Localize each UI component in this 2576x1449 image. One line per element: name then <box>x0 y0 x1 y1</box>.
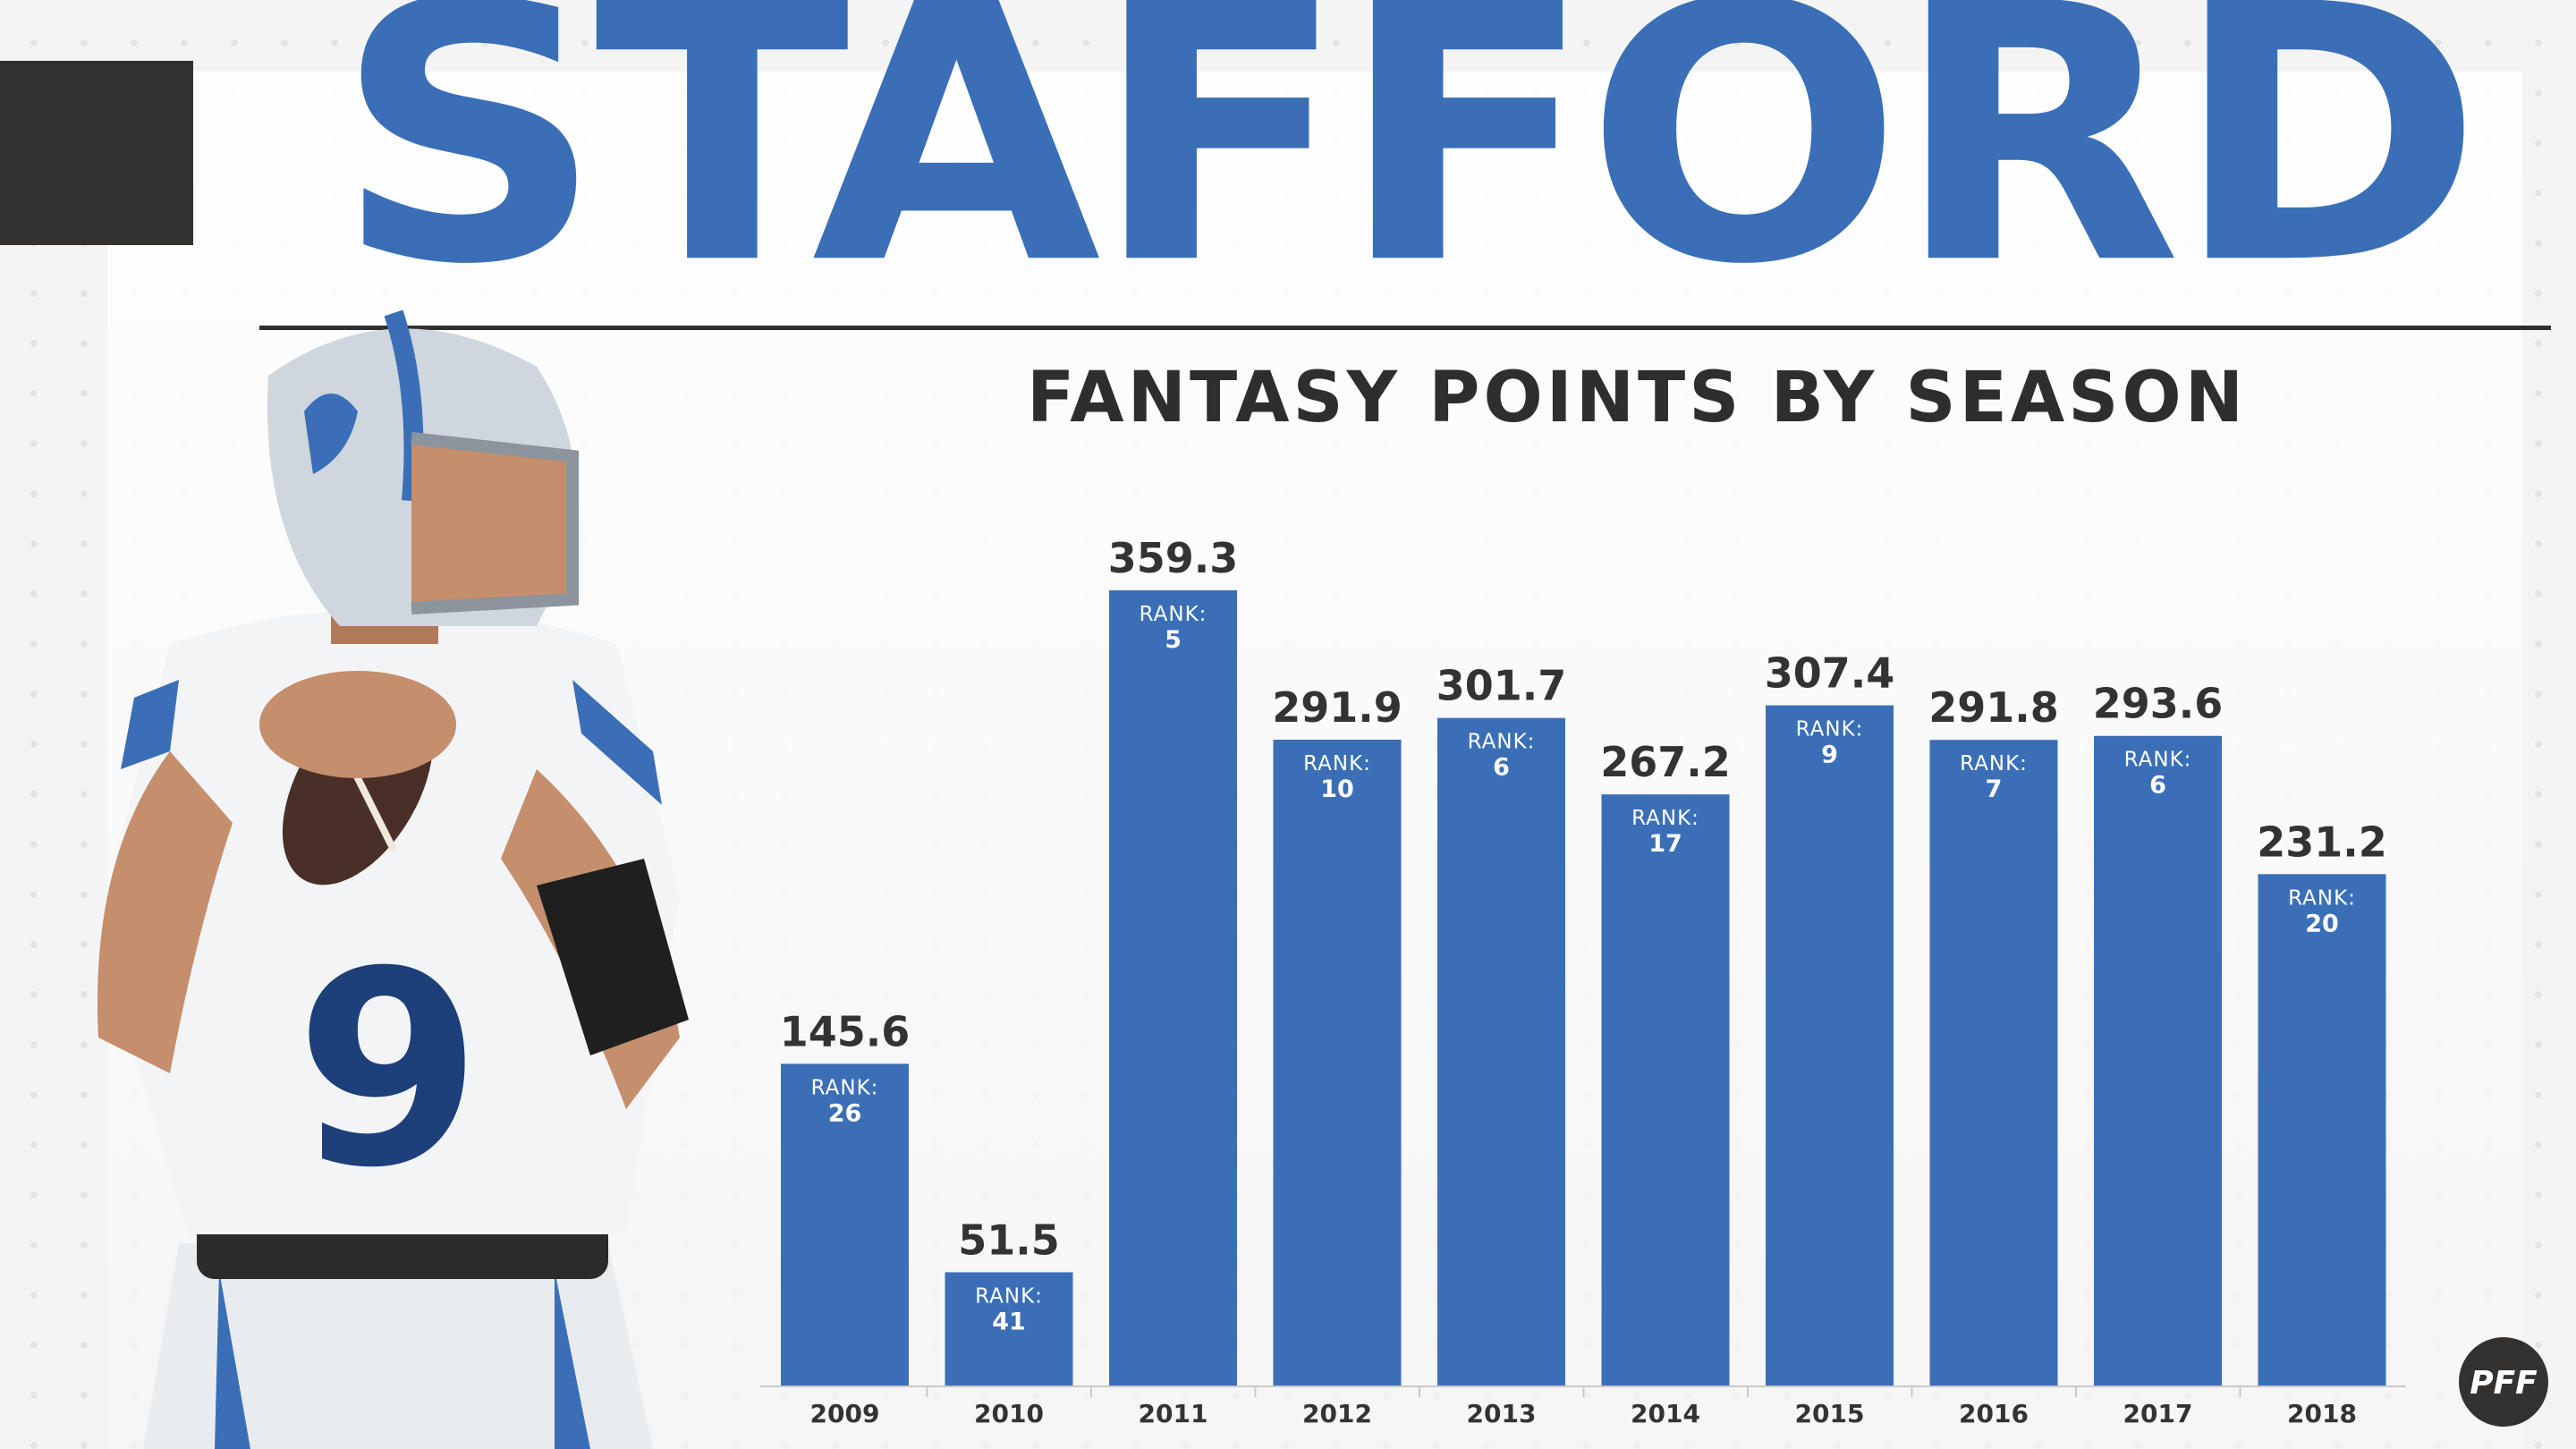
player-pants-stripe-right <box>555 1270 590 1449</box>
corner-block <box>0 61 193 245</box>
player-wristband <box>537 859 689 1055</box>
rank-label: RANK: <box>1631 807 1699 830</box>
bar-value-label: 359.3 <box>1108 534 1239 582</box>
bar-value-label: 267.2 <box>1600 738 1731 786</box>
labels-layer: 145.6RANK:26200951.5RANK:412010359.3RANK… <box>780 534 2387 1428</box>
bar-value-label: 145.6 <box>780 1007 911 1055</box>
bar-2016 <box>1929 740 2058 1386</box>
rank-label: RANK: <box>1303 752 1371 775</box>
rank-label: RANK: <box>811 1076 879 1099</box>
bar-value-label: 51.5 <box>958 1216 1060 1264</box>
rank-value: 7 <box>1986 775 2003 803</box>
rank-value: 41 <box>992 1308 1026 1335</box>
x-tick-label: 2012 <box>1302 1399 1372 1428</box>
rank-value: 5 <box>1165 626 1182 654</box>
rank-value: 20 <box>2305 910 2339 937</box>
helmet-logo <box>304 394 358 474</box>
rank-label: RANK: <box>1468 731 1536 754</box>
jersey-shoulder-stripe-left <box>121 680 179 769</box>
bar-2014 <box>1601 794 1730 1386</box>
bar-2010 <box>945 1272 1073 1386</box>
bar-2009 <box>781 1063 909 1386</box>
rank-label: RANK: <box>1796 718 1864 741</box>
rank-label: RANK: <box>2288 886 2356 910</box>
bar-2018 <box>2258 874 2386 1386</box>
bar-value-label: 301.7 <box>1436 662 1567 710</box>
bar-2017 <box>2094 735 2222 1386</box>
fantasy-points-bar-chart: 145.6RANK:26200951.5RANK:412010359.3RANK… <box>760 534 2406 1428</box>
player-name-headline: STAFFORD <box>334 0 2484 343</box>
rank-value: 10 <box>1320 775 1354 803</box>
x-tick-label: 2011 <box>1139 1399 1208 1428</box>
bars-layer <box>781 590 2386 1386</box>
player-jersey <box>98 608 680 1234</box>
bar-value-label: 293.6 <box>2093 680 2224 728</box>
bar-2012 <box>1273 739 1402 1386</box>
x-tick-label: 2018 <box>2287 1399 2357 1428</box>
bar-2013 <box>1437 717 1565 1386</box>
player-pants-stripe <box>215 1270 250 1449</box>
chart-subtitle: FANTASY POINTS BY SEASON <box>1026 358 2248 438</box>
bar-value-label: 231.2 <box>2257 818 2387 866</box>
pff-logo-icon: PFF <box>2459 1337 2548 1427</box>
rank-value: 6 <box>1493 754 1510 782</box>
rank-label: RANK: <box>1140 603 1208 626</box>
rank-value: 26 <box>828 1099 862 1127</box>
x-tick-label: 2009 <box>810 1399 880 1428</box>
player-left-arm <box>97 751 233 1073</box>
rank-label: RANK: <box>1960 752 2028 775</box>
x-tick-label: 2010 <box>974 1399 1044 1428</box>
pff-logo-text: PFF <box>2470 1365 2538 1402</box>
rank-label: RANK: <box>975 1284 1043 1308</box>
player-hands <box>259 671 456 778</box>
bar-value-label: 291.9 <box>1272 683 1402 732</box>
jersey-shoulder-stripe <box>572 680 662 805</box>
bar-value-label: 307.4 <box>1765 649 1895 698</box>
rank-value: 6 <box>2149 772 2166 800</box>
player-legs <box>143 1243 653 1449</box>
x-tick-label: 2013 <box>1467 1399 1537 1428</box>
quarterback-photo: 9 <box>97 309 689 1449</box>
x-tick-label: 2016 <box>1959 1399 2029 1428</box>
facemask <box>411 432 579 614</box>
headline-divider <box>259 326 2551 330</box>
rank-value: 9 <box>1821 741 1838 769</box>
x-tick-label: 2014 <box>1631 1399 1700 1428</box>
x-tick-label: 2015 <box>1795 1399 1865 1428</box>
bar-value-label: 291.8 <box>1928 683 2059 732</box>
bar-2011 <box>1109 590 1237 1386</box>
jersey-number: 9 <box>295 914 482 1226</box>
rank-value: 17 <box>1648 830 1682 858</box>
bar-2015 <box>1766 705 1894 1386</box>
rank-label: RANK: <box>2124 749 2192 772</box>
x-tick-label: 2017 <box>2123 1399 2193 1428</box>
